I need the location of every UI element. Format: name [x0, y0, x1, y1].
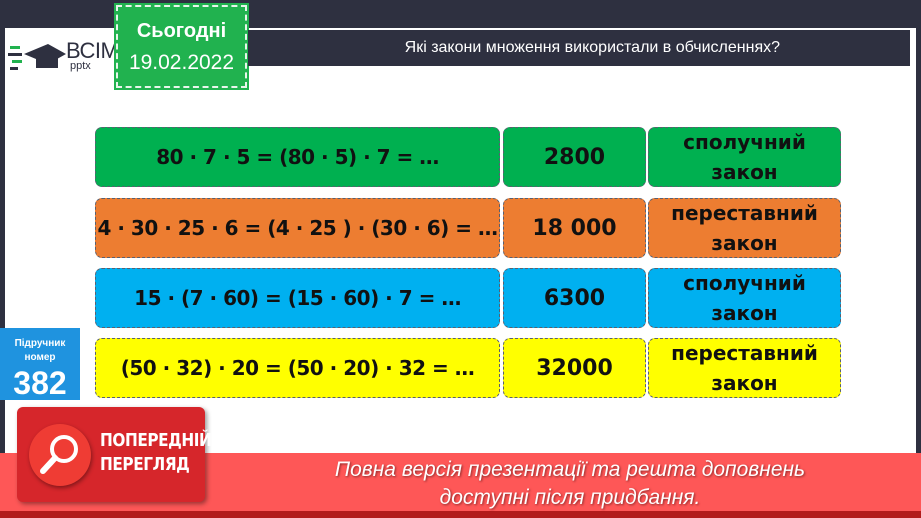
result-cell: 6300 [503, 268, 646, 328]
banner-line-1: Повна версія презентації та решта доповн… [334, 458, 806, 481]
law-text: переставний [671, 341, 818, 365]
law-text: переставний [671, 201, 818, 225]
logo-text: ВСІМ [66, 38, 119, 63]
law-cell: сполучний закон [648, 127, 841, 187]
banner-text: Повна версія презентації та решта доповн… [280, 456, 860, 512]
result-cell: 2800 [503, 127, 646, 187]
result-text: 32000 [536, 355, 613, 381]
expression-cell: 15 · (7 · 60) = (15 · 60) · 7 = … [95, 268, 500, 328]
result-cell: 32000 [503, 338, 646, 398]
law-word: закон [711, 371, 778, 395]
result-text: 6300 [543, 285, 606, 311]
logo-icon [8, 44, 66, 70]
date-value: 19.02.2022 [128, 51, 235, 74]
textbook-number: 382 [13, 365, 67, 401]
expression-text: (50 · 32) · 20 = (50 · 20) · 32 = … [120, 356, 475, 380]
result-cell: 18 000 [503, 198, 646, 258]
expression-cell: 4 · 30 · 25 · 6 = (4 · 25 ) · (30 · 6) =… [95, 198, 500, 258]
textbook-label-2: номер [24, 352, 56, 363]
law-word: закон [711, 301, 778, 325]
date-box: Сьогодні 19.02.2022 [114, 3, 249, 90]
page-title: Які закони множення використали в обчисл… [248, 30, 910, 66]
expression-text: 80 · 7 · 5 = (80 · 5) · 7 = … [156, 145, 439, 169]
law-word: закон [711, 231, 778, 255]
expression-cell: 80 · 7 · 5 = (80 · 5) · 7 = … [95, 127, 500, 187]
law-text: сполучний [683, 271, 806, 295]
law-cell: переставний закон [648, 338, 841, 398]
law-word: закон [711, 160, 778, 184]
preview-line-1: ПОПЕРЕДНІЙ [100, 430, 212, 451]
expression-text: 15 · (7 · 60) = (15 · 60) · 7 = … [134, 286, 461, 310]
textbook-label: Підручник [14, 338, 66, 349]
magnifier-icon [29, 424, 91, 486]
textbook-badge: Підручник номер 382 [0, 328, 80, 401]
result-text: 2800 [543, 144, 606, 170]
expression-text: 4 · 30 · 25 · 6 = (4 · 25 ) · (30 · 6) =… [97, 216, 498, 240]
preview-button[interactable]: ПОПЕРЕДНІЙ ПЕРЕГЛЯД [17, 407, 212, 502]
logo-subtext: pptx [70, 60, 91, 72]
date-label: Сьогодні [136, 20, 227, 42]
preview-line-2: ПЕРЕГЛЯД [100, 454, 190, 475]
law-cell: сполучний закон [648, 268, 841, 328]
banner-line-2: доступні після придбання. [439, 486, 701, 509]
result-text: 18 000 [532, 215, 617, 241]
expression-cell: (50 · 32) · 20 = (50 · 20) · 32 = … [95, 338, 500, 398]
law-cell: переставний закон [648, 198, 841, 258]
law-text: сполучний [683, 130, 806, 154]
